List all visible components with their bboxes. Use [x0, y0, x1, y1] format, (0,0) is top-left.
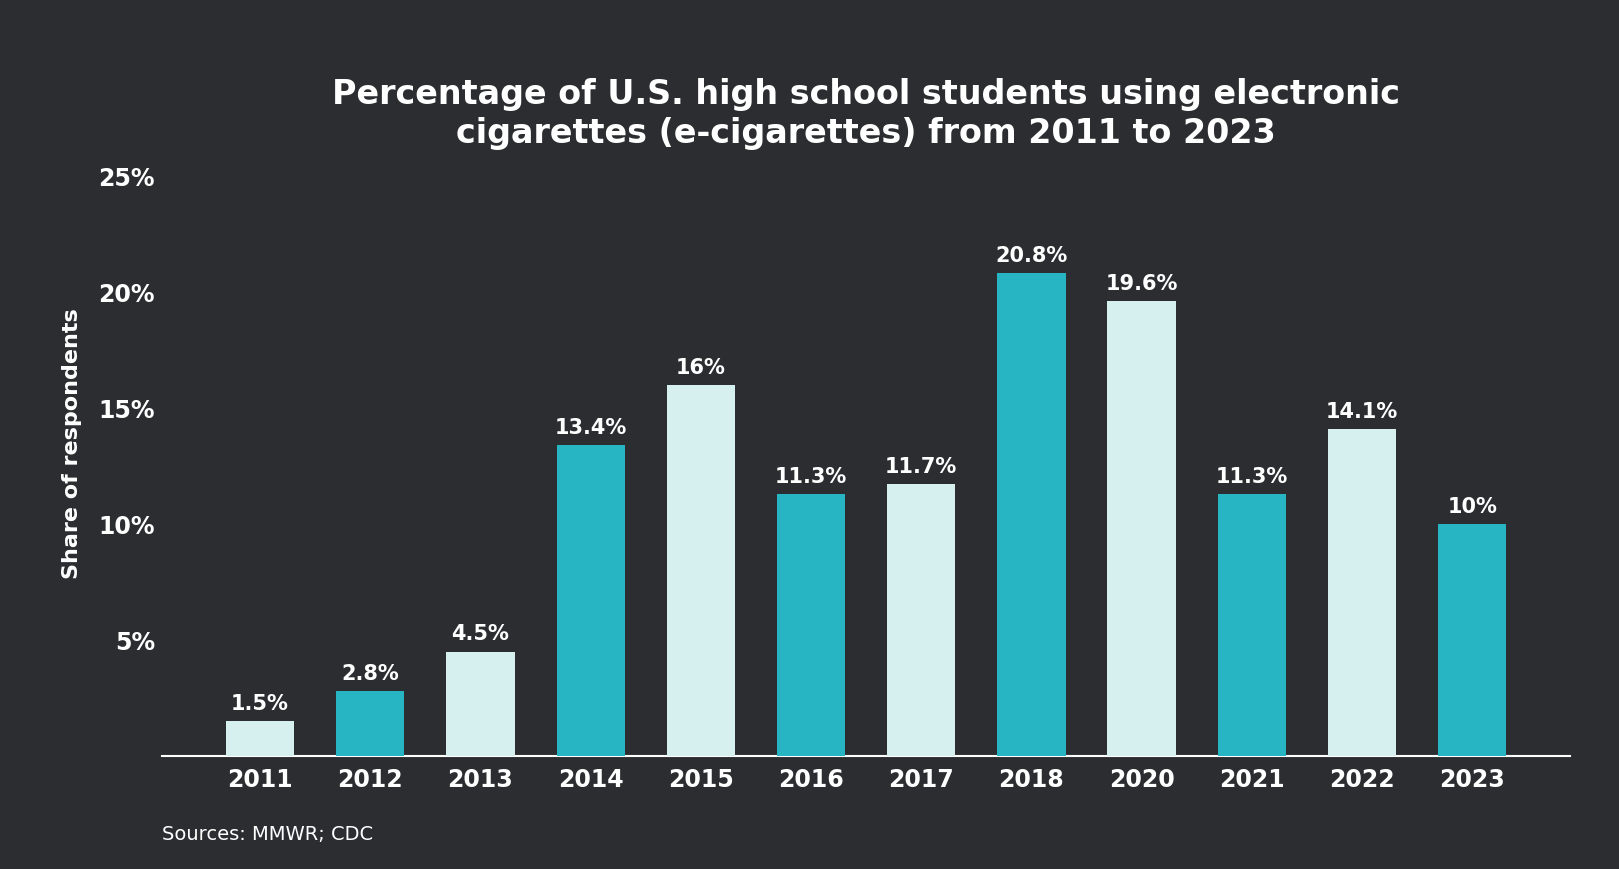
Text: 4.5%: 4.5%: [452, 624, 510, 644]
Bar: [227, 721, 295, 756]
Bar: [447, 652, 515, 756]
Bar: [1438, 524, 1506, 756]
Bar: [1328, 429, 1396, 756]
Text: 16%: 16%: [677, 357, 725, 377]
Text: 11.3%: 11.3%: [776, 466, 847, 486]
Y-axis label: Share of respondents: Share of respondents: [62, 308, 83, 579]
Text: 10%: 10%: [1447, 496, 1498, 516]
Text: 14.1%: 14.1%: [1326, 401, 1399, 421]
Bar: [667, 385, 735, 756]
Bar: [1217, 494, 1285, 756]
Text: Percentage of U.S. high school students using electronic
cigarettes (e-cigarette: Percentage of U.S. high school students …: [332, 78, 1400, 149]
Text: 11.7%: 11.7%: [886, 457, 957, 477]
Text: 20.8%: 20.8%: [996, 246, 1067, 266]
Text: 2.8%: 2.8%: [342, 663, 400, 683]
Bar: [557, 446, 625, 756]
Bar: [337, 691, 405, 756]
Text: 11.3%: 11.3%: [1216, 466, 1289, 486]
Bar: [1107, 302, 1175, 756]
Bar: [777, 494, 845, 756]
Text: 1.5%: 1.5%: [232, 693, 290, 713]
Bar: [887, 485, 955, 756]
Bar: [997, 274, 1065, 756]
Text: Sources: MMWR; CDC: Sources: MMWR; CDC: [162, 824, 372, 843]
Text: 13.4%: 13.4%: [555, 417, 627, 437]
Text: 19.6%: 19.6%: [1106, 274, 1179, 294]
